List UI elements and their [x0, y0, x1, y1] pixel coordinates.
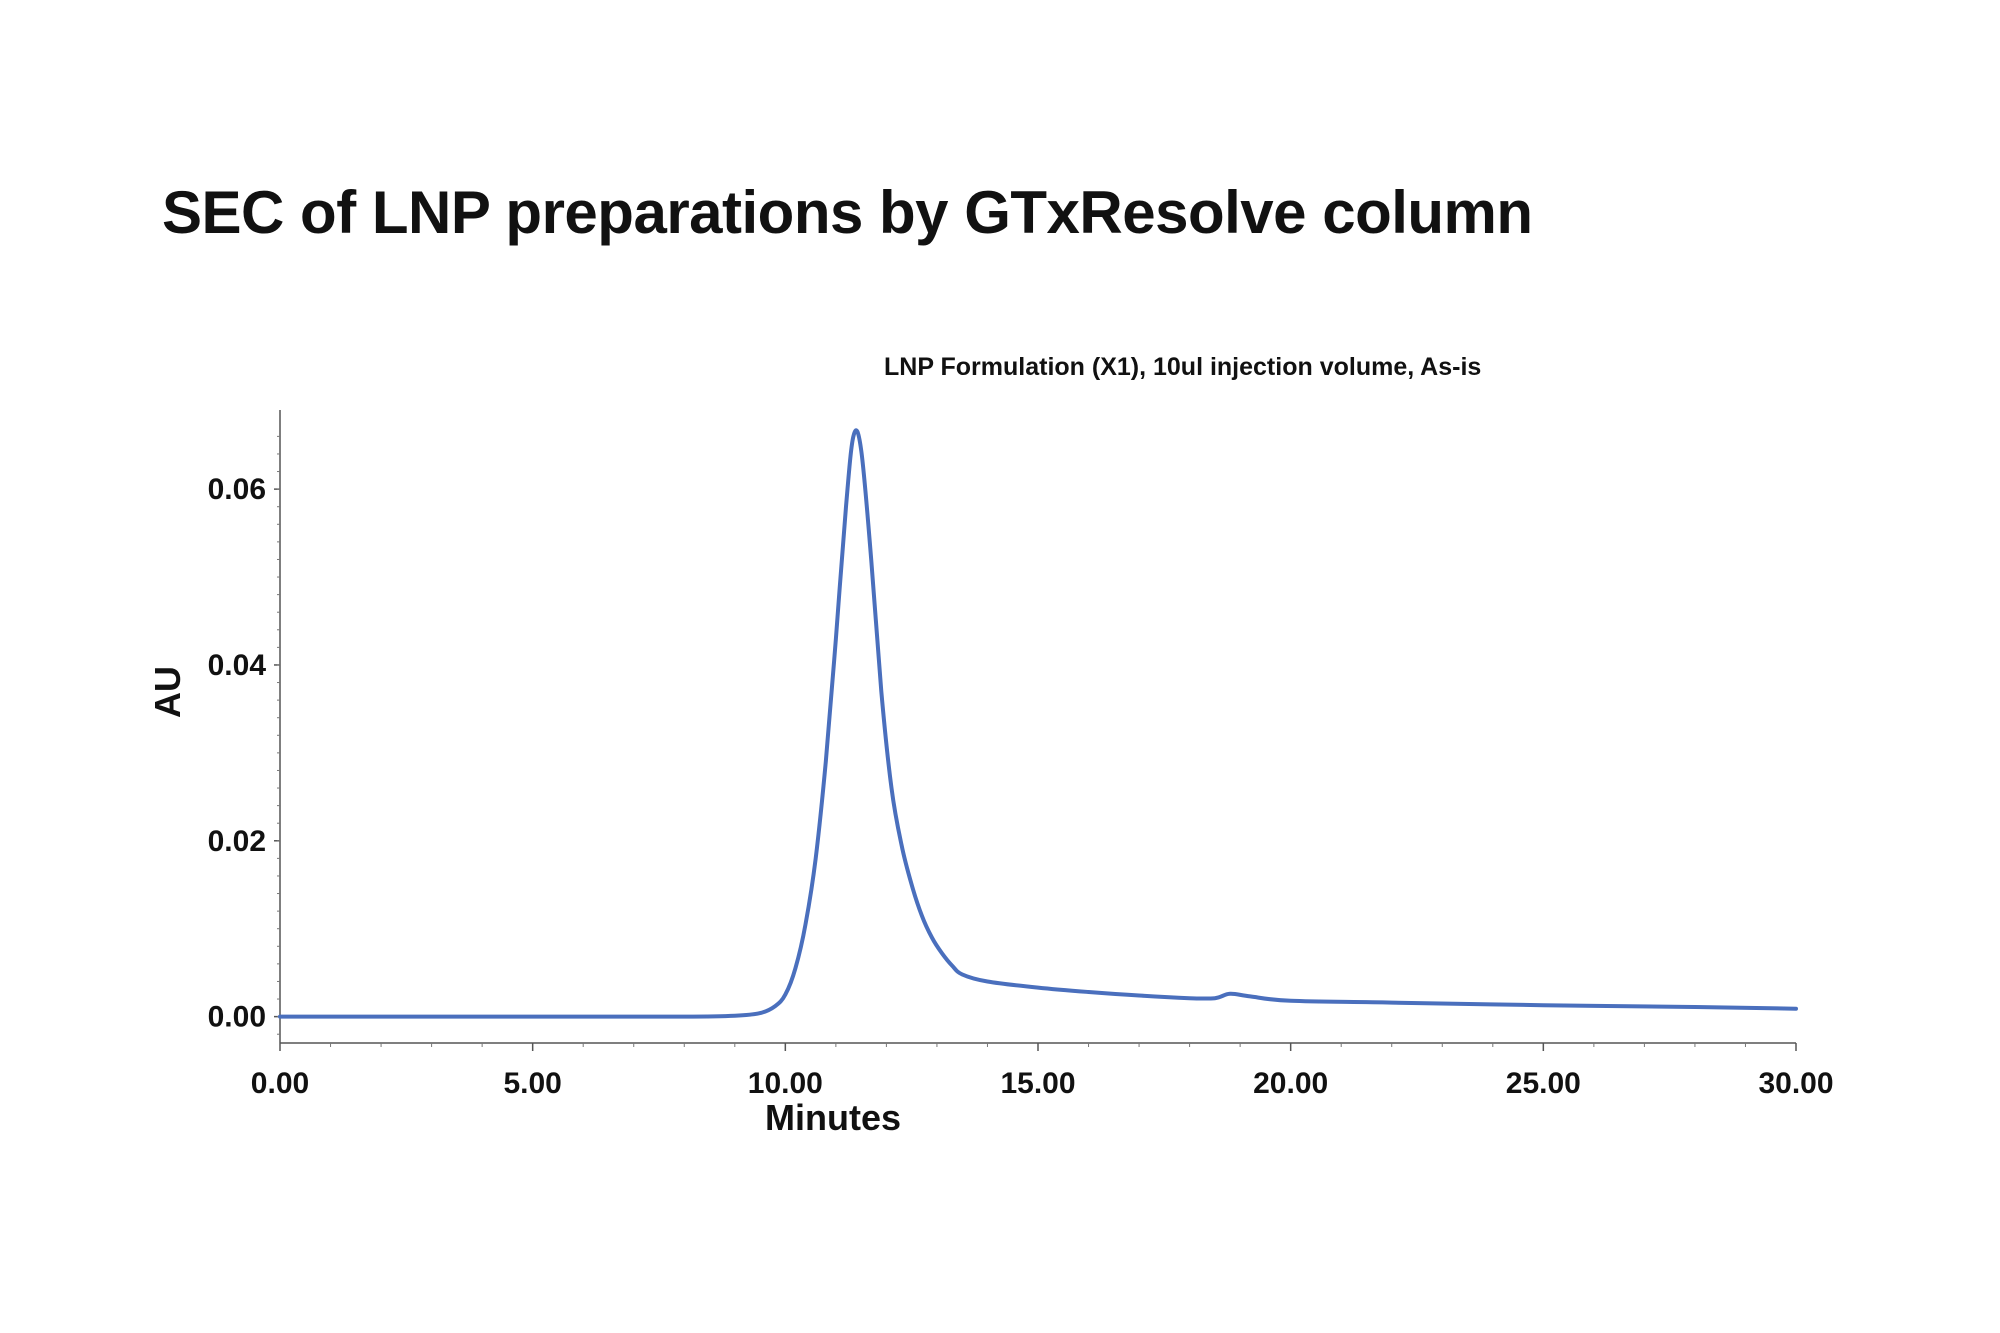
- y-tick-label: 0.04: [208, 649, 267, 682]
- chart-tick-labels: 0.00 5.00 10.00 15.00 20.00 25.00 30.00 0.00 0.0…: [208, 473, 1834, 1100]
- x-tick-label: 25.00: [1506, 1067, 1581, 1100]
- x-tick-label: 0.00: [251, 1067, 309, 1100]
- page-title: SEC of LNP preparations by GTxResolve co…: [162, 179, 1533, 246]
- x-axis-title: Minutes: [765, 1097, 901, 1138]
- y-axis-title: AU: [147, 666, 188, 718]
- y-tick-label: 0.02: [208, 825, 266, 858]
- x-tick-label: 10.00: [748, 1067, 823, 1100]
- chart-ticks: [274, 435, 1797, 1051]
- x-tick-label: 30.00: [1758, 1067, 1833, 1100]
- x-tick-label: 15.00: [1000, 1067, 1075, 1100]
- y-tick-label: 0.00: [208, 1001, 266, 1034]
- x-tick-label: 20.00: [1253, 1067, 1328, 1100]
- x-tick-label: 5.00: [503, 1067, 561, 1100]
- chromatogram-series-line: [278, 428, 1798, 1019]
- y-tick-label: 0.06: [208, 473, 266, 506]
- chart-title: LNP Formulation (X1), 10ul injection vol…: [884, 353, 1482, 381]
- chart-axes: [279, 410, 1796, 1044]
- chart-plot-area: [278, 428, 1798, 1019]
